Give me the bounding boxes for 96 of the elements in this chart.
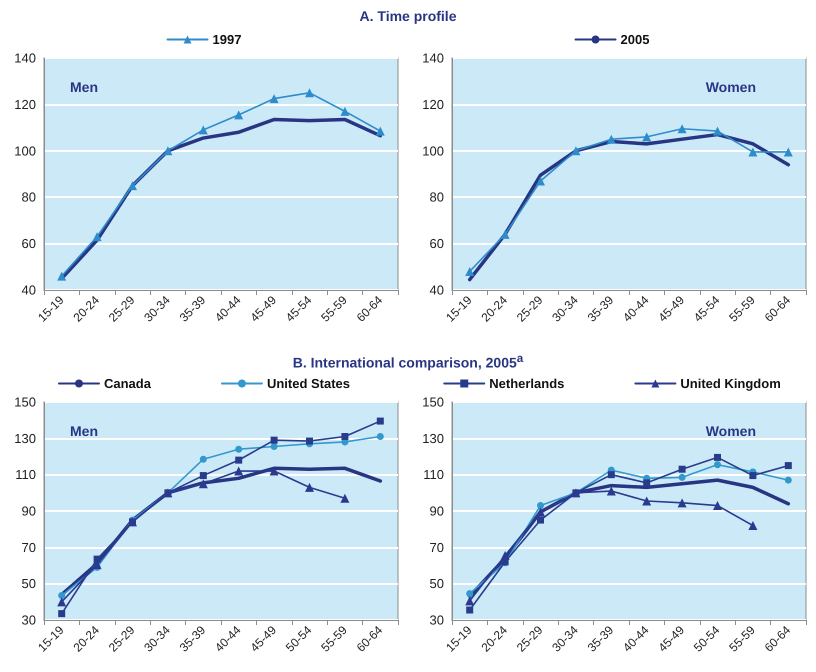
point xyxy=(784,462,792,470)
y-tick-label: 50 xyxy=(430,576,444,592)
point xyxy=(376,418,384,425)
y-tick-label: 60 xyxy=(22,236,36,252)
point xyxy=(200,472,207,480)
y-tick-label: 40 xyxy=(430,282,444,298)
point xyxy=(748,147,758,156)
y-tick-label: 70 xyxy=(22,540,36,555)
point xyxy=(713,501,722,510)
y-tick-label: 150 xyxy=(14,394,36,410)
point xyxy=(678,466,686,473)
y-tick-label: 30 xyxy=(430,612,444,628)
point xyxy=(198,479,208,488)
y-tick-label: 40 xyxy=(22,282,36,298)
y-tick-label: 100 xyxy=(422,143,444,158)
annotation: Men xyxy=(70,79,98,95)
point xyxy=(714,461,721,468)
y-tick-label: 80 xyxy=(430,190,444,205)
point xyxy=(643,479,650,486)
legend-label: United States xyxy=(266,376,350,391)
point xyxy=(235,446,242,453)
y-tick-label: 120 xyxy=(422,96,444,112)
point xyxy=(198,125,208,134)
point xyxy=(58,592,66,599)
point xyxy=(376,433,384,440)
point xyxy=(58,610,66,618)
point xyxy=(94,556,101,563)
y-tick-label: 70 xyxy=(430,540,444,555)
y-tick-label: 100 xyxy=(14,143,36,158)
annotation: Women xyxy=(706,423,756,439)
point xyxy=(234,466,244,476)
y-tick-label: 60 xyxy=(430,236,444,252)
point xyxy=(305,88,314,98)
point xyxy=(57,272,66,281)
y-tick-label: 140 xyxy=(14,50,36,66)
point xyxy=(608,471,615,478)
point xyxy=(571,146,580,156)
point xyxy=(642,496,652,506)
point xyxy=(784,147,793,156)
y-tick-label: 90 xyxy=(22,504,36,518)
y-tick-label: 110 xyxy=(15,467,36,482)
point xyxy=(466,590,474,598)
annotation: Men xyxy=(70,423,98,439)
point xyxy=(270,443,278,450)
point xyxy=(270,466,279,476)
point xyxy=(341,433,348,440)
point xyxy=(200,456,207,463)
chart-title: A. Time profile xyxy=(358,8,458,24)
point xyxy=(340,494,350,503)
point xyxy=(784,476,792,484)
point xyxy=(749,472,756,480)
point xyxy=(163,146,172,156)
point xyxy=(270,436,278,444)
point xyxy=(500,551,510,560)
legend-label: Canada xyxy=(104,376,152,391)
point xyxy=(642,132,652,142)
legend-label: Netherlands xyxy=(489,376,564,391)
point xyxy=(500,230,510,239)
point xyxy=(606,486,616,496)
point xyxy=(678,474,686,481)
point xyxy=(465,596,474,606)
y-tick-label: 140 xyxy=(422,50,444,66)
point xyxy=(305,482,314,492)
point xyxy=(270,94,279,104)
y-tick-label: 130 xyxy=(422,430,444,446)
point xyxy=(536,176,545,186)
y-tick-label: 30 xyxy=(22,612,36,628)
y-tick-label: 130 xyxy=(14,430,36,446)
point xyxy=(235,456,242,464)
point xyxy=(537,516,544,524)
chart-title: B. International comparison, 2005$^{a}$ xyxy=(292,352,524,371)
point xyxy=(678,124,687,134)
y-tick-label: 50 xyxy=(22,576,36,592)
annotation: Women xyxy=(706,79,756,95)
point xyxy=(128,181,137,190)
point xyxy=(678,498,687,508)
y-tick-label: 90 xyxy=(430,504,444,518)
point xyxy=(748,521,758,530)
point xyxy=(340,106,350,116)
legend-label: 1997 xyxy=(212,32,242,47)
point xyxy=(713,126,722,136)
point xyxy=(376,126,385,136)
legend-label: United Kingdom xyxy=(680,376,781,391)
y-tick-label: 80 xyxy=(22,190,36,205)
point xyxy=(714,454,721,461)
y-tick-label: 110 xyxy=(423,467,444,482)
point xyxy=(234,110,244,120)
y-tick-label: 150 xyxy=(422,394,444,410)
point xyxy=(92,232,102,242)
point xyxy=(306,438,313,445)
legend-label: 2005 xyxy=(620,32,650,47)
point xyxy=(466,606,474,614)
point xyxy=(465,266,474,276)
point xyxy=(57,597,66,606)
point xyxy=(606,134,616,144)
y-tick-label: 120 xyxy=(14,96,36,112)
